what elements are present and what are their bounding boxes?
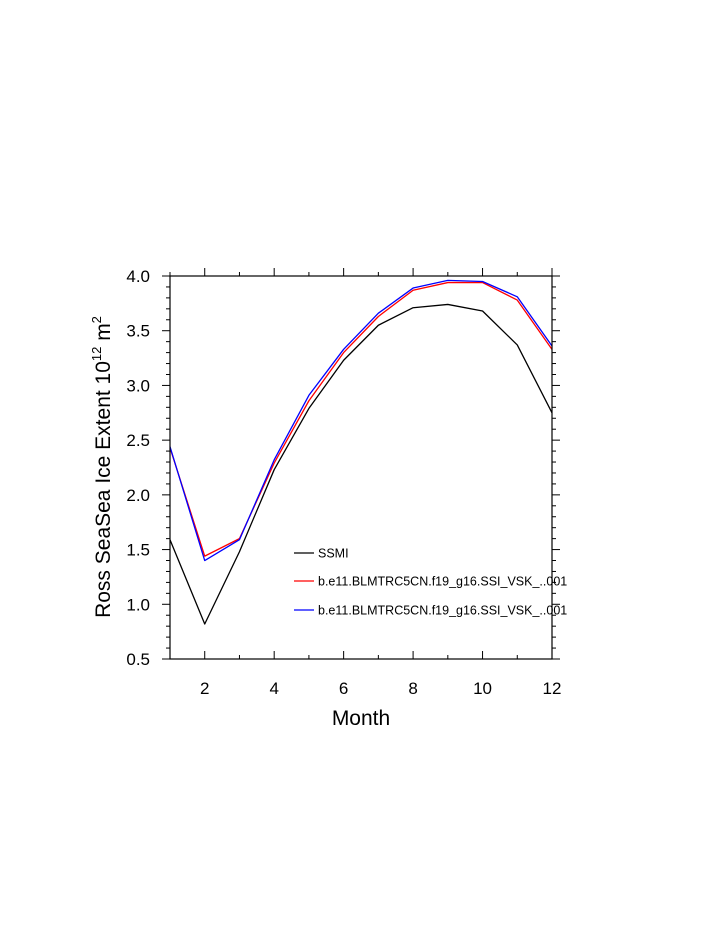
x-axis-title: Month (332, 707, 390, 730)
x-tick-label: 8 (408, 679, 417, 698)
legend-label-2: b.e11.BLMTRC5CN.f19_g16.SSI_VSK_..001 (318, 604, 567, 618)
y-tick-label: 2.5 (126, 431, 150, 450)
y-axis-title-exponent: 12 (89, 347, 104, 361)
x-tick-label: 2 (200, 679, 209, 698)
y-tick-label: 4.0 (126, 267, 150, 286)
y-axis-title: Ross SeaSea Ice Extent 1012 m2 (89, 316, 115, 618)
legend-label-1: b.e11.BLMTRC5CN.f19_g16.SSI_VSK_..001 (318, 575, 567, 589)
x-tick-label: 10 (473, 679, 492, 698)
plot-frame (169, 275, 553, 660)
y-tick-label: 3.0 (126, 376, 150, 395)
y-tick-label: 2.0 (126, 486, 150, 505)
legend: SSMI b.e11.BLMTRC5CN.f19_g16.SSI_VSK_..00… (294, 547, 567, 618)
x-tick-label: 6 (339, 679, 348, 698)
y-axis-title-unit-exponent: 2 (89, 316, 104, 323)
axis-ticks (162, 268, 560, 660)
series-lines (169, 279, 553, 625)
y-tick-label: 1.0 (126, 595, 150, 614)
y-tick-label: 3.5 (126, 322, 150, 341)
x-tick-label: 12 (543, 679, 562, 698)
y-axis-title-unit: m (92, 323, 115, 346)
y-tick-label: 0.5 (126, 650, 150, 669)
series-line-1 (169, 281, 553, 557)
y-tick-label: 1.5 (126, 541, 150, 560)
legend-label-0: SSMI (318, 547, 349, 561)
x-tick-label: 4 (269, 679, 278, 698)
y-axis-title-main: Ross SeaSea Ice Extent 10 (92, 361, 115, 618)
series-line-0 (169, 303, 553, 625)
series-line-2 (169, 279, 553, 562)
tick-labels: 2 4 6 8 10 12 0.5 1.0 1.5 2.0 2.5 3.0 3.5 4.0 (126, 267, 561, 698)
